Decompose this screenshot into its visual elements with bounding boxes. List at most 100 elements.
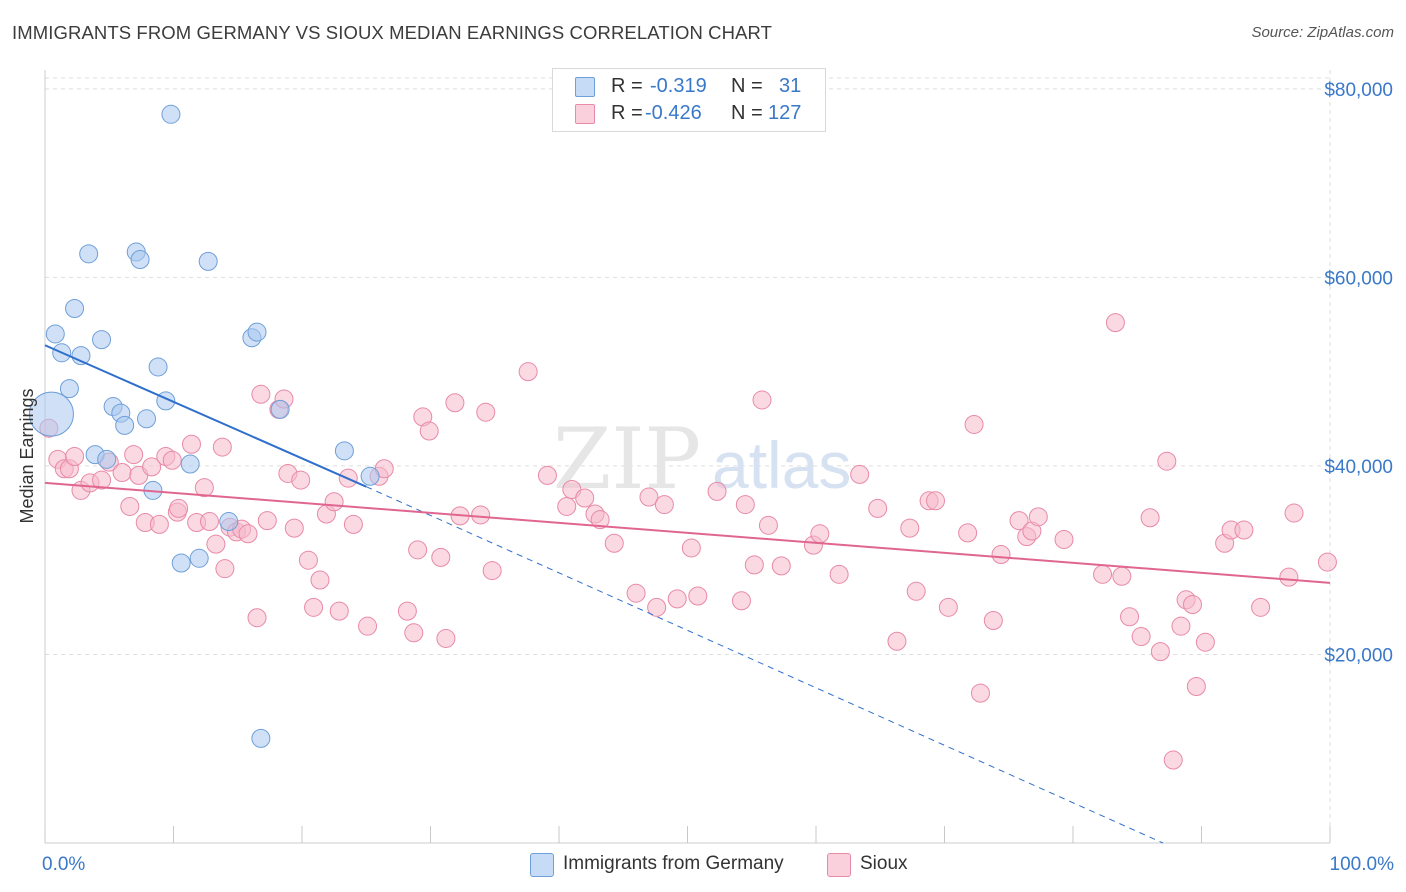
sioux-point-51 — [404, 623, 424, 643]
legend-n-label: N = — [731, 102, 763, 124]
sioux-point-83 — [771, 556, 791, 576]
sioux-point-38 — [291, 470, 311, 490]
germany-point-17 — [148, 357, 168, 377]
germany-point-6 — [79, 244, 99, 264]
sioux-point-106 — [1105, 313, 1125, 333]
germany-point-26 — [247, 322, 267, 342]
sioux-point-59 — [471, 505, 491, 525]
sioux-point-72 — [647, 597, 667, 617]
sioux-point-50 — [397, 601, 417, 621]
legend-n-value-sioux: 127 — [768, 102, 802, 124]
sioux-point-56 — [436, 628, 456, 648]
sioux-point-55 — [431, 547, 451, 567]
sioux-point-96 — [964, 414, 984, 434]
sioux-point-47 — [358, 616, 378, 636]
sioux-point-117 — [1186, 677, 1206, 697]
sioux-point-4 — [65, 447, 85, 466]
sioux-point-39 — [298, 550, 318, 570]
sioux-point-105 — [1093, 564, 1113, 584]
sioux-point-32 — [251, 384, 271, 404]
sioux-point-99 — [991, 545, 1011, 565]
sioux-point-109 — [1131, 627, 1151, 647]
sioux-point-88 — [868, 498, 888, 518]
germany-point-27 — [251, 728, 271, 748]
germany-point-28 — [270, 399, 290, 419]
sioux-point-73 — [654, 495, 674, 515]
sioux-point-85 — [810, 524, 830, 544]
sioux-point-78 — [731, 591, 751, 611]
y-tick-label-1: $40,000 — [1324, 457, 1393, 478]
sioux-point-108 — [1120, 607, 1140, 627]
germany-point-22 — [189, 548, 209, 568]
legend-r-label: R = — [611, 75, 643, 97]
sioux-point-62 — [518, 362, 538, 382]
sioux-point-46 — [343, 514, 363, 534]
sioux-point-118 — [1195, 632, 1215, 652]
germany-point-23 — [198, 251, 218, 271]
sioux-point-89 — [887, 631, 907, 651]
sioux-point-26 — [215, 559, 235, 579]
germany-point-8 — [92, 330, 112, 350]
sioux-point-54 — [419, 421, 439, 441]
germany-point-12 — [115, 415, 135, 435]
germany-point-4 — [65, 298, 85, 318]
sioux-point-22 — [194, 478, 214, 498]
sioux-point-91 — [906, 581, 926, 601]
sioux-point-17 — [162, 450, 182, 470]
sioux-point-31 — [247, 608, 267, 628]
bottom-legend-label-sioux: Sioux — [860, 853, 908, 874]
sioux-point-24 — [206, 534, 226, 554]
x-tick-label-0: 0.0% — [42, 854, 85, 875]
sioux-point-70 — [626, 583, 646, 603]
legend-n-value-germany: 31 — [779, 75, 802, 97]
sioux-point-40 — [304, 597, 324, 617]
axes — [44, 70, 1331, 844]
sioux-point-114 — [1171, 616, 1191, 636]
sioux-point-124 — [1284, 503, 1304, 523]
y-tick-label-0: $20,000 — [1324, 645, 1393, 666]
germany-point-14 — [130, 249, 150, 269]
sioux-point-33 — [257, 511, 277, 531]
sioux-point-41 — [310, 570, 330, 590]
germany-point-21 — [180, 454, 200, 474]
sioux-point-82 — [758, 515, 778, 535]
sioux-point-123 — [1279, 567, 1299, 587]
sioux-point-111 — [1150, 642, 1170, 662]
sioux-point-7 — [92, 470, 112, 490]
legend-n-label: N = — [731, 75, 763, 97]
bottom-legend-label-germany: Immigrants from Germany — [563, 853, 784, 874]
source-credit: Source: ZipAtlas.com — [1251, 24, 1394, 41]
sioux-point-110 — [1140, 508, 1160, 528]
germany-point-24 — [219, 512, 239, 532]
sioux-point-77 — [707, 481, 727, 501]
bottom-legend-swatch-sioux — [827, 853, 851, 877]
sioux-point-10 — [120, 496, 140, 516]
sioux-point-113 — [1163, 750, 1183, 770]
sioux-point-14 — [142, 457, 162, 477]
germany-point-19 — [161, 104, 181, 124]
sioux-point-116 — [1183, 595, 1203, 615]
sioux-point-20 — [181, 434, 201, 454]
sioux-point-98 — [983, 611, 1003, 631]
sioux-point-76 — [688, 586, 708, 606]
germany-point-29 — [334, 441, 354, 461]
sioux-point-19 — [169, 498, 189, 518]
sioux-point-30 — [238, 524, 258, 544]
legend-r-value-sioux: -0.426 — [645, 102, 702, 124]
germany-point-3 — [59, 379, 79, 399]
germany-point-9 — [97, 449, 117, 469]
sioux-point-86 — [829, 564, 849, 584]
sioux-point-94 — [938, 597, 958, 617]
sioux-point-71 — [639, 487, 659, 507]
sioux-point-11 — [124, 445, 144, 465]
sioux-point-23 — [199, 512, 219, 532]
sioux-point-112 — [1157, 451, 1177, 471]
y-tick-label-3: $80,000 — [1324, 80, 1393, 101]
watermark: ZIP atlas — [553, 410, 851, 508]
y-axis-label: Median Earnings — [17, 388, 37, 523]
germany-point-15 — [137, 409, 157, 429]
sioux-point-90 — [900, 518, 920, 538]
sioux-point-107 — [1112, 566, 1132, 586]
sioux-point-66 — [575, 488, 595, 508]
